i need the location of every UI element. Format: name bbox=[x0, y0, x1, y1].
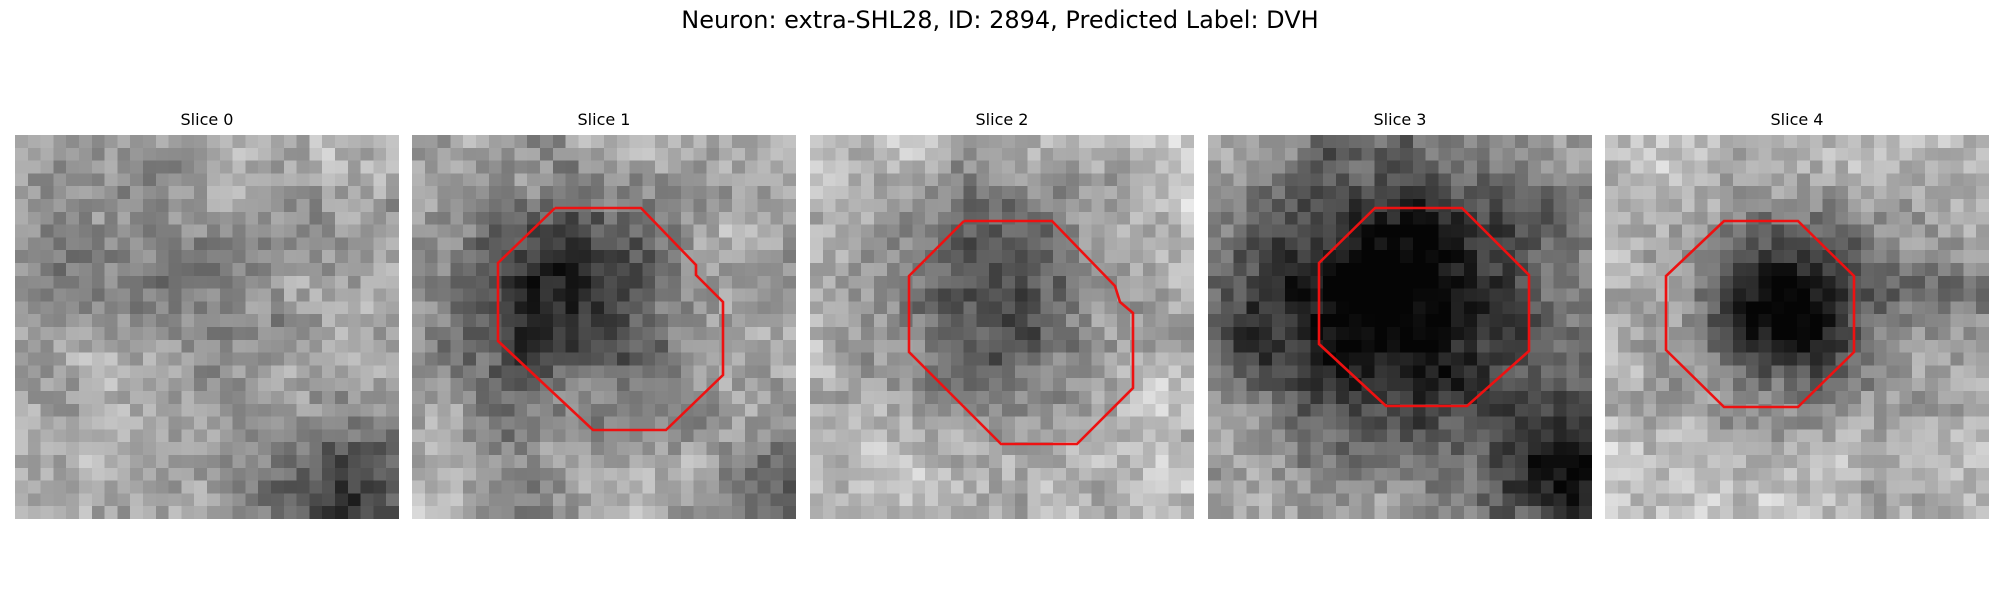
slice-1-contour bbox=[496, 206, 725, 432]
slice-4-contour bbox=[1664, 219, 1856, 409]
slice-1-title: Slice 1 bbox=[577, 110, 631, 129]
figure-title: Neuron: extra-SHL28, ID: 2894, Predicted… bbox=[681, 6, 1319, 34]
slice-0-title: Slice 0 bbox=[180, 110, 234, 129]
slice-2-image bbox=[810, 135, 1194, 519]
slice-2-title: Slice 2 bbox=[975, 110, 1029, 129]
slice-2-contour bbox=[907, 219, 1135, 446]
slice-4-title: Slice 4 bbox=[1770, 110, 1824, 129]
slice-0-image bbox=[15, 135, 399, 519]
slice-3-contour bbox=[1317, 206, 1531, 408]
slice-3-title: Slice 3 bbox=[1373, 110, 1427, 129]
slice-1-image bbox=[412, 135, 796, 519]
slice-4-image bbox=[1605, 135, 1989, 519]
